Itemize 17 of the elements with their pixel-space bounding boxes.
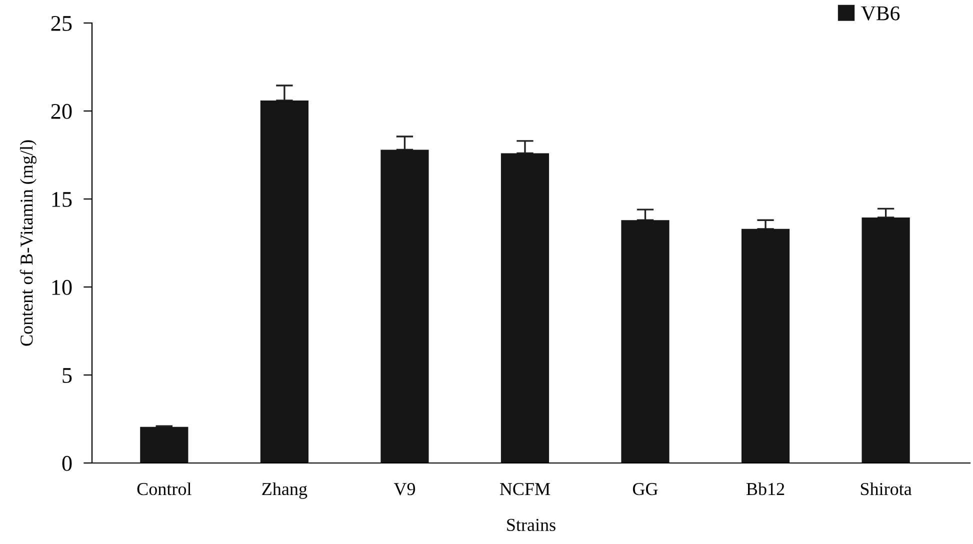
x-tick-label: Bb12 bbox=[746, 482, 784, 496]
legend-label: VB6 bbox=[861, 6, 900, 20]
x-tick-label: Control bbox=[137, 482, 192, 496]
x-axis-title: Strains bbox=[507, 518, 556, 532]
y-tick-label: 10 bbox=[52, 280, 72, 295]
y-tick-label: 5 bbox=[62, 368, 72, 383]
x-tick-label: V9 bbox=[394, 483, 416, 496]
y-tick-label: 0 bbox=[62, 456, 72, 471]
x-tick-label: Shirota bbox=[860, 482, 912, 496]
x-tick-label: GG bbox=[632, 483, 658, 496]
x-tick-label: NCFM bbox=[500, 483, 550, 496]
y-axis-title: Content of B-Vitamin (mg/l) bbox=[20, 140, 36, 346]
bar bbox=[140, 426, 188, 463]
x-tick-label: Zhang bbox=[262, 482, 308, 499]
y-tick-label: 20 bbox=[51, 104, 72, 119]
y-tick-label: 15 bbox=[52, 192, 72, 207]
y-tick-label: 25 bbox=[51, 16, 72, 31]
